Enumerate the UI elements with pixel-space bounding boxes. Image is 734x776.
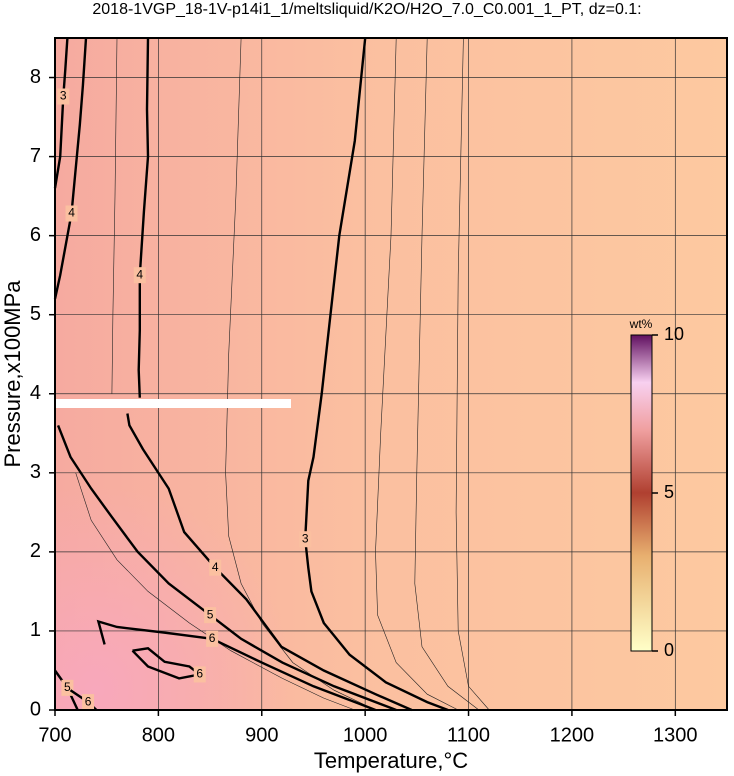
contour-label-bg: [204, 607, 217, 624]
colorbar-tick-label: 10: [664, 324, 684, 344]
contour-label: 3: [302, 531, 309, 545]
plot-shading: [55, 300, 455, 710]
minor-contour: [75, 472, 355, 711]
minor-contour: [111, 37, 118, 394]
plot-frame: [54, 37, 728, 711]
contour-label-bg: [65, 205, 78, 222]
colorbar-tick-label: 5: [664, 482, 674, 502]
contour-label: 4: [212, 560, 219, 574]
contour-label: 4: [68, 206, 75, 220]
y-tick-label: 6: [30, 224, 41, 246]
contour-line: [53, 37, 88, 300]
contour-label: 3: [60, 89, 67, 103]
contour-label-bg: [57, 88, 70, 105]
contour-label-bg: [206, 630, 219, 647]
x-axis-label: Temperature,°C: [314, 748, 468, 773]
x-tick-label: 1200: [550, 724, 595, 746]
x-tick-label: 800: [142, 724, 175, 746]
minor-contour: [414, 37, 480, 711]
y-tick-label: 2: [30, 540, 41, 562]
x-tick-label: 700: [38, 724, 71, 746]
x-tick-label: 1000: [343, 724, 388, 746]
contour-line: [137, 37, 150, 398]
gap-band: [55, 399, 291, 408]
y-tick-label: 7: [30, 145, 41, 167]
contour-label: 6: [85, 694, 92, 708]
contour-label-bg: [82, 694, 95, 711]
x-tick-label: 1300: [653, 724, 698, 746]
contour-label: 6: [209, 631, 216, 645]
contour-label: 5: [64, 680, 71, 694]
contour-label-bg: [61, 679, 74, 696]
contour-label-bg: [133, 267, 146, 284]
y-tick-label: 8: [30, 66, 41, 88]
chart-title: 2018-1VGP_18-1V-p14i1_1/meltsliquid/K2O/…: [92, 1, 641, 18]
contour-label-bg: [209, 559, 222, 576]
colorbar: [630, 334, 653, 652]
contour-label: 4: [136, 267, 143, 281]
x-tick-label: 900: [245, 724, 278, 746]
contour-label: 5: [207, 607, 214, 621]
y-tick-label: 3: [30, 461, 41, 483]
contour-line: [56, 424, 397, 712]
y-tick-label: 1: [30, 619, 41, 641]
colorbar-label: wt%: [629, 317, 653, 331]
minor-contour: [455, 37, 490, 711]
minor-contour: [375, 37, 459, 711]
y-tick-label: 5: [30, 303, 41, 325]
contour-label: 6: [196, 667, 203, 681]
y-tick-label: 0: [30, 698, 41, 720]
colorbar-tick-label: 0: [664, 640, 674, 660]
contour-label-bg: [193, 666, 206, 683]
y-axis-label: Pressure,x100MPa: [0, 280, 25, 468]
x-tick-label: 1100: [447, 724, 490, 746]
y-tick-label: 4: [30, 382, 41, 404]
contour-label-bg: [299, 531, 312, 548]
